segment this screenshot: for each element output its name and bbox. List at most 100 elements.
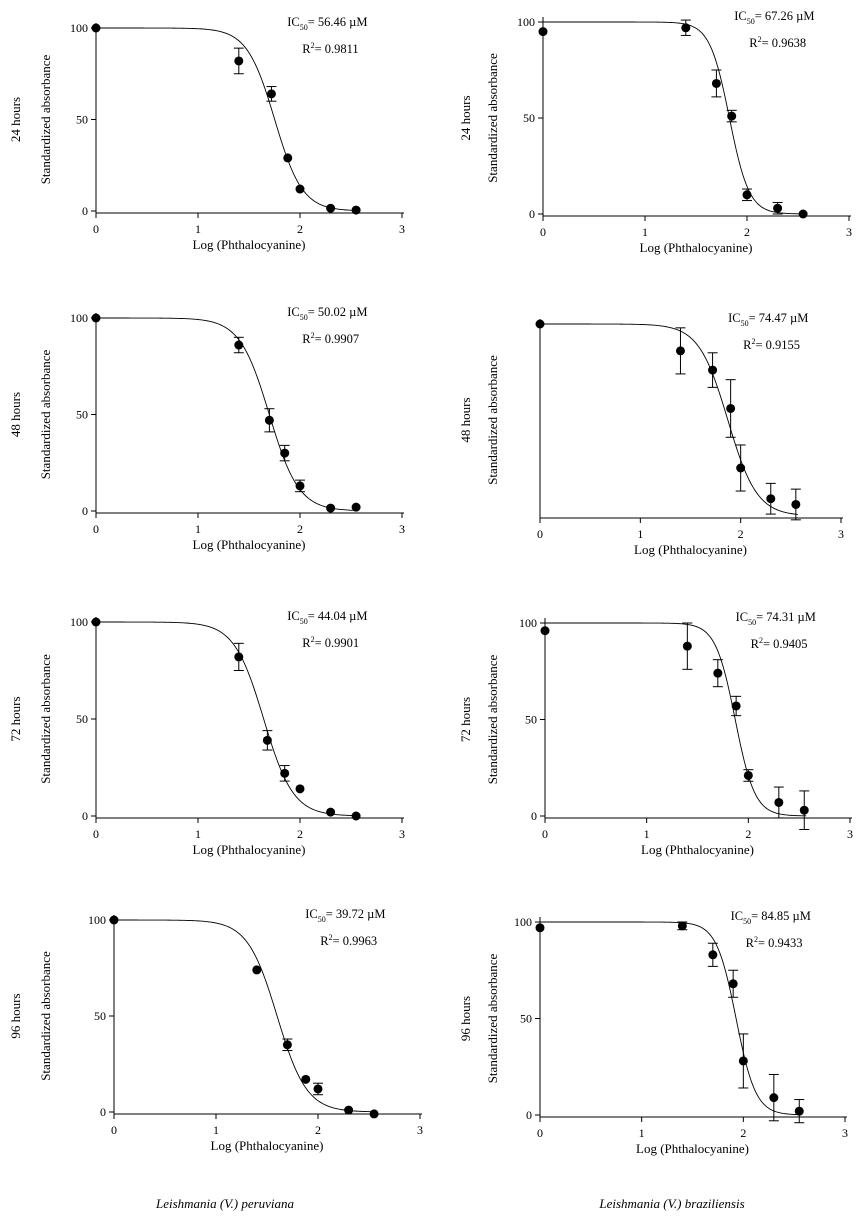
r2-annotation: R2= 0.9405 xyxy=(751,636,808,651)
ic50-annotation: IC50= 50.02 µM xyxy=(287,305,367,322)
data-point xyxy=(295,481,305,491)
x-tick-label: 3 xyxy=(838,527,844,541)
x-tick-label: 3 xyxy=(842,1126,848,1140)
chart-panel-3: 0 1 2 3 0 50 100 Log (Phthalocyanine) Standardiz… xyxy=(8,305,405,552)
data-point xyxy=(351,811,361,821)
y-tick-label: 100 xyxy=(517,15,535,29)
x-tick-label: 0 xyxy=(537,527,543,541)
data-point xyxy=(773,203,783,213)
x-tick-label: 0 xyxy=(93,222,99,236)
data-point xyxy=(351,502,361,512)
fit-curve xyxy=(543,21,806,215)
data-point xyxy=(728,979,738,989)
data-point xyxy=(766,494,776,504)
data-point xyxy=(769,1093,779,1103)
x-tick-label: 3 xyxy=(846,225,852,239)
x-tick-label: 1 xyxy=(642,225,648,239)
r2-annotation: R2= 0.9638 xyxy=(749,35,806,50)
x-tick-label: 1 xyxy=(639,1126,645,1140)
data-point xyxy=(708,365,718,375)
row-label: 72 hours xyxy=(8,696,23,741)
y-tick-label: 0 xyxy=(82,809,88,823)
row-label: 48 hours xyxy=(8,392,23,437)
ic50-annotation: IC50= 84.85 µM xyxy=(731,909,811,926)
chart-panel-6: 0 1 2 3 0 50 100 Log (Phthalocyanine) Standardiz… xyxy=(458,610,853,857)
data-point xyxy=(280,768,290,778)
data-point xyxy=(326,807,336,817)
x-axis-title: Log (Phthalocyanine) xyxy=(634,542,747,557)
x-axis-title: Log (Phthalocyanine) xyxy=(193,537,306,552)
data-point xyxy=(351,205,361,215)
ic50-annotation: IC50= 44.04 µM xyxy=(287,609,367,626)
y-tick-label: 0 xyxy=(531,809,537,823)
y-axis-title: Standardized absorbance xyxy=(485,53,500,183)
species-label-right: Leishmania (V.) braziliensis xyxy=(598,1196,744,1211)
fit-curve xyxy=(96,317,359,511)
data-point xyxy=(736,463,746,473)
x-tick-label: 2 xyxy=(740,1126,746,1140)
x-tick-label: 2 xyxy=(297,522,303,536)
data-point xyxy=(91,617,101,627)
x-tick-label: 3 xyxy=(399,522,405,536)
x-tick-label: 1 xyxy=(644,827,650,841)
x-tick-label: 3 xyxy=(417,1123,423,1137)
data-point xyxy=(301,1074,311,1084)
data-point xyxy=(282,1040,292,1050)
chart-panel-8: 0 1 2 3 0 50 100 Log (Phthalocyanine) Standardiz… xyxy=(458,909,848,1156)
y-axis-title: Standardized absorbance xyxy=(485,654,500,784)
y-tick-label: 100 xyxy=(70,21,88,35)
data-point xyxy=(109,915,119,925)
y-tick-label: 100 xyxy=(88,913,106,927)
x-axis-title: Log (Phthalocyanine) xyxy=(640,240,753,255)
fit-curve xyxy=(540,921,802,1116)
fit-curve xyxy=(114,919,377,1113)
x-axis-title: Log (Phthalocyanine) xyxy=(193,842,306,857)
y-tick-label: 50 xyxy=(94,1009,106,1023)
chart-panel-7: 0 1 2 3 0 50 100 Log (Phthalocyanine) Standardiz… xyxy=(8,907,423,1153)
data-point xyxy=(313,1084,323,1094)
data-point xyxy=(726,403,736,413)
ic50-annotation: IC50= 74.31 µM xyxy=(736,610,816,627)
r2-annotation: R2= 0.9811 xyxy=(302,41,358,56)
data-point xyxy=(283,153,293,163)
y-tick-label: 50 xyxy=(520,1012,532,1026)
data-point xyxy=(234,56,244,66)
data-point xyxy=(743,770,753,780)
x-tick-label: 1 xyxy=(213,1123,219,1137)
data-point xyxy=(540,626,550,636)
y-tick-label: 100 xyxy=(514,915,532,929)
r2-annotation: R2= 0.9963 xyxy=(320,933,377,948)
y-tick-label: 0 xyxy=(82,204,88,218)
row-label: 48 hours xyxy=(458,397,473,442)
fit-curve xyxy=(540,323,798,515)
x-tick-label: 1 xyxy=(195,222,201,236)
chart-panel-1: 0 1 2 3 0 50 100 Log (Phthalocyanine) Standardiz… xyxy=(8,15,405,252)
y-tick-label: 0 xyxy=(100,1105,106,1119)
x-tick-label: 0 xyxy=(111,1123,117,1137)
chart-panel-2: 0 1 2 3 0 50 100 Log (Phthalocyanine) Standardiz… xyxy=(458,9,852,255)
y-tick-label: 0 xyxy=(82,504,88,518)
data-point xyxy=(252,965,262,975)
data-point xyxy=(369,1109,379,1119)
r2-annotation: R2= 0.9155 xyxy=(743,337,800,352)
data-point xyxy=(266,89,276,99)
row-label: 96 hours xyxy=(8,993,23,1038)
y-tick-label: 100 xyxy=(519,616,537,630)
x-tick-label: 2 xyxy=(744,225,750,239)
x-axis-title: Log (Phthalocyanine) xyxy=(641,842,754,857)
data-point xyxy=(234,652,244,662)
data-point xyxy=(774,797,784,807)
x-tick-label: 3 xyxy=(399,222,405,236)
x-tick-label: 3 xyxy=(399,827,405,841)
data-point xyxy=(535,923,545,933)
x-tick-label: 1 xyxy=(195,827,201,841)
x-tick-label: 2 xyxy=(297,222,303,236)
x-tick-label: 0 xyxy=(540,225,546,239)
r2-annotation: R2= 0.9907 xyxy=(302,331,359,346)
y-tick-label: 50 xyxy=(76,113,88,127)
x-axis-title: Log (Phthalocyanine) xyxy=(636,1141,749,1156)
fit-curve xyxy=(96,621,359,817)
fit-curve xyxy=(96,27,359,212)
x-axis-title: Log (Phthalocyanine) xyxy=(193,237,306,252)
y-tick-label: 0 xyxy=(526,1108,532,1122)
